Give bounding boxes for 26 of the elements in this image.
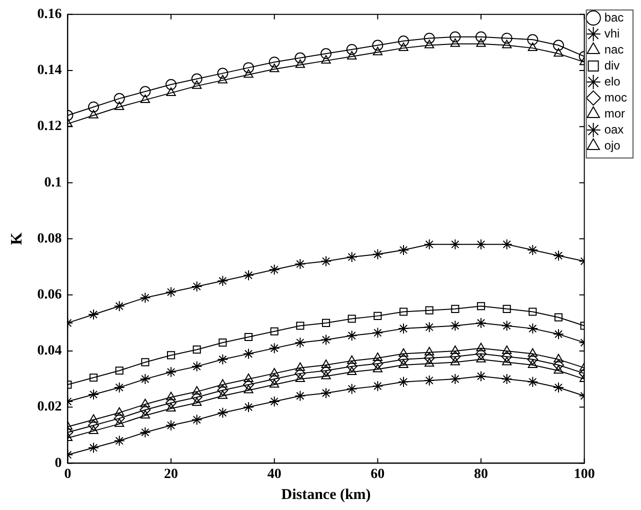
y-tick-label: 0.08: [37, 231, 62, 246]
y-tick-label: 0.14: [37, 63, 62, 78]
x-tick-label: 80: [474, 467, 488, 482]
y-tick-label: 0.16: [37, 7, 62, 22]
legend-label: moc: [604, 90, 627, 104]
legend-label: mor: [604, 106, 625, 120]
y-tick-label: 0: [54, 456, 62, 471]
x-tick-label: 40: [267, 467, 282, 482]
y-tick-label: 0.04: [37, 344, 62, 359]
y-tick-label: 0.12: [37, 119, 62, 134]
legend-label: div: [604, 58, 620, 72]
y-axis-title: K: [8, 232, 26, 246]
legend-label: bac: [604, 10, 624, 24]
x-tick-label: 100: [574, 467, 595, 482]
x-tick-label: 60: [370, 467, 385, 482]
legend-label: ojo: [604, 138, 621, 152]
y-tick-label: 0.02: [37, 400, 62, 415]
x-tick-label: 0: [64, 467, 72, 482]
y-tick-label: 0.06: [37, 288, 62, 303]
y-tick-label: 0.1: [44, 175, 62, 190]
x-tick-label: 20: [164, 467, 178, 482]
x-axis-title: Distance (km): [281, 486, 371, 503]
legend-label: elo: [604, 74, 621, 88]
legend-label: nac: [604, 42, 624, 56]
legend-label: vhi: [604, 26, 620, 40]
legend-label: oax: [604, 122, 624, 136]
